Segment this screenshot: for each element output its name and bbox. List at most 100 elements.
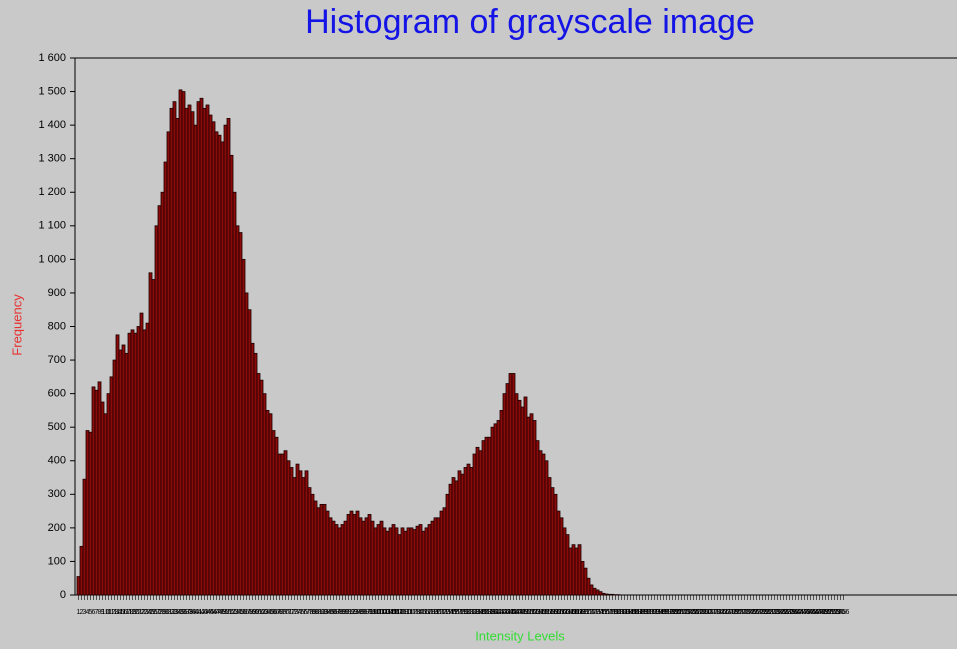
x-tick-label: 200 bbox=[670, 609, 682, 616]
y-tick-label: 700 bbox=[48, 354, 66, 366]
x-tick-label: 169 bbox=[577, 609, 589, 616]
x-tick-label: 220 bbox=[730, 609, 742, 616]
bar bbox=[121, 344, 126, 596]
bar bbox=[187, 104, 192, 596]
bar bbox=[547, 477, 552, 596]
x-tick-label: 69 bbox=[279, 609, 287, 616]
x-tick-label: 173 bbox=[589, 609, 601, 616]
x-tick-label: 237 bbox=[781, 609, 793, 616]
x-tick-label: 28 bbox=[156, 609, 164, 616]
x-tick-label: 141 bbox=[493, 609, 505, 616]
x-tick-label: 64 bbox=[264, 609, 272, 616]
bar bbox=[313, 500, 318, 596]
x-tick-label: 60 bbox=[252, 609, 260, 616]
x-tick-label: 41 bbox=[195, 609, 203, 616]
bar bbox=[406, 527, 411, 596]
bar bbox=[535, 440, 540, 596]
x-tick-label: 240 bbox=[790, 609, 802, 616]
bar bbox=[442, 507, 447, 596]
bar bbox=[517, 399, 522, 596]
x-tick-label: 190 bbox=[640, 609, 652, 616]
x-tick-label: 19 bbox=[129, 609, 137, 616]
x-tick-label: 187 bbox=[631, 609, 643, 616]
bar bbox=[247, 309, 252, 596]
bar bbox=[478, 450, 483, 596]
x-tick-label: 185 bbox=[625, 609, 637, 616]
x-tick-label: 61 bbox=[255, 609, 263, 616]
y-tick-label: 1 200 bbox=[38, 186, 66, 198]
bar bbox=[388, 527, 393, 596]
bar bbox=[148, 272, 153, 596]
bar bbox=[418, 524, 423, 596]
x-tick-label: 254 bbox=[832, 609, 844, 616]
x-tick-label: 95 bbox=[357, 609, 365, 616]
bar bbox=[280, 453, 285, 596]
x-tick-label: 250 bbox=[820, 609, 832, 616]
x-tick-label: 233 bbox=[769, 609, 781, 616]
bar bbox=[268, 413, 273, 596]
bar bbox=[595, 589, 600, 596]
bar bbox=[574, 547, 579, 596]
x-tick-label: 189 bbox=[637, 609, 649, 616]
x-tick-label: 207 bbox=[691, 609, 703, 616]
x-tick-label: 194 bbox=[652, 609, 664, 616]
x-tick-label: 74 bbox=[294, 609, 302, 616]
bar bbox=[100, 401, 105, 596]
x-tick-label: 243 bbox=[799, 609, 811, 616]
x-tick-label: 192 bbox=[646, 609, 658, 616]
x-tick-label: 58 bbox=[246, 609, 254, 616]
x-tick-label: 22 bbox=[138, 609, 146, 616]
bar bbox=[373, 527, 378, 596]
x-tick-label: 156 bbox=[538, 609, 550, 616]
bar bbox=[364, 517, 369, 596]
bar bbox=[394, 527, 399, 596]
x-tick-label: 17 bbox=[123, 609, 131, 616]
bar bbox=[175, 118, 180, 596]
bar bbox=[256, 373, 261, 596]
x-tick-label: 109 bbox=[397, 609, 409, 616]
x-tick-label: 229 bbox=[757, 609, 769, 616]
x-tick-label: 203 bbox=[679, 609, 691, 616]
x-tick-label: 68 bbox=[276, 609, 284, 616]
bar bbox=[124, 352, 129, 596]
x-tick-label: 136 bbox=[478, 609, 490, 616]
bar bbox=[196, 101, 201, 596]
bar bbox=[328, 517, 333, 596]
x-tick-label: 179 bbox=[607, 609, 619, 616]
x-tick-label: 252 bbox=[826, 609, 838, 616]
bar bbox=[511, 373, 516, 596]
bar bbox=[577, 544, 582, 596]
x-tick-label: 21 bbox=[135, 609, 143, 616]
y-tick-label: 1 600 bbox=[38, 52, 66, 64]
bar bbox=[97, 381, 102, 596]
x-tick-label: 89 bbox=[339, 609, 347, 616]
bar bbox=[490, 426, 495, 596]
x-tick-label: 137 bbox=[481, 609, 493, 616]
bar bbox=[127, 332, 132, 596]
x-tick-label: 97 bbox=[363, 609, 371, 616]
x-tick-label: 9 bbox=[101, 609, 105, 616]
x-tick-label: 49 bbox=[219, 609, 227, 616]
bar bbox=[157, 205, 162, 596]
bar bbox=[493, 423, 498, 596]
x-tick-label: 146 bbox=[508, 609, 520, 616]
y-tick-label: 1 400 bbox=[38, 119, 66, 131]
x-tick-label: 48 bbox=[216, 609, 224, 616]
x-tick-label: 72 bbox=[288, 609, 296, 616]
x-tick-label: 180 bbox=[610, 609, 622, 616]
bar bbox=[409, 527, 414, 596]
x-tick-label: 144 bbox=[502, 609, 514, 616]
x-tick-label: 71 bbox=[285, 609, 293, 616]
x-tick-label: 50 bbox=[222, 609, 230, 616]
y-axis-label: Frequency bbox=[9, 294, 24, 356]
x-tick-label: 214 bbox=[712, 609, 724, 616]
x-tick-label: 4 bbox=[86, 609, 90, 616]
x-tick-label: 170 bbox=[580, 609, 592, 616]
y-tick-label: 1 100 bbox=[38, 220, 66, 232]
bar bbox=[475, 446, 480, 596]
bar bbox=[454, 480, 459, 596]
x-tick-label: 253 bbox=[829, 609, 841, 616]
x-tick-label: 18 bbox=[126, 609, 134, 616]
bar bbox=[523, 396, 528, 596]
